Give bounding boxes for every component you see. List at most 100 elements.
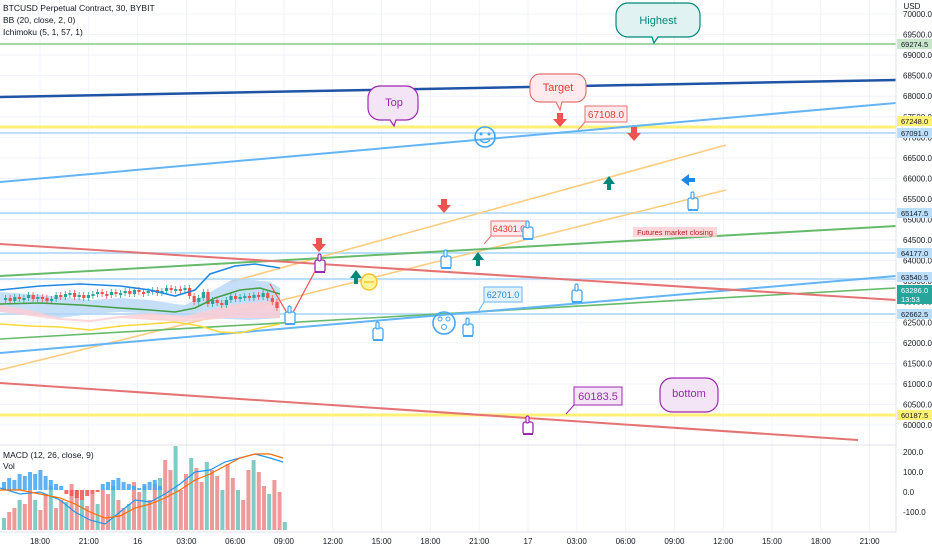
- volume-bar: [126, 504, 131, 530]
- candle: [224, 300, 228, 305]
- thumbs-up-icon[interactable]: [687, 191, 699, 211]
- thumbs-down-icon[interactable]: [522, 415, 534, 435]
- candle: [119, 293, 123, 295]
- thumbs-up-icon[interactable]: [462, 317, 474, 337]
- candle: [243, 296, 247, 298]
- candle: [100, 292, 104, 294]
- candlesticks[interactable]: [4, 285, 279, 311]
- price-tick-label: 69000.0: [903, 51, 932, 60]
- price-tick-label: 66000.0: [903, 174, 932, 183]
- volume-bar: [2, 518, 6, 530]
- thumbs-up-icon[interactable]: [372, 321, 384, 341]
- thumbs-up-icon[interactable]: [571, 283, 583, 303]
- volume-bar: [262, 486, 266, 530]
- candle: [229, 296, 233, 300]
- macd-hist-bar: [90, 490, 95, 494]
- macd-hist-bar: [111, 480, 116, 490]
- label-62701-text: 62701.0: [487, 290, 520, 300]
- volume-bar: [215, 476, 220, 530]
- volume-bar: [194, 468, 199, 530]
- candle: [105, 294, 109, 296]
- macd-hist-bar: [33, 474, 38, 490]
- label-60183-text: 60183.5: [578, 391, 618, 403]
- candle: [8, 298, 12, 301]
- volume-bar: [90, 494, 95, 530]
- volume-bar: [277, 492, 282, 530]
- macd-hist-bar: [106, 482, 110, 490]
- callout-bottom[interactable]: bottom: [659, 377, 719, 413]
- price-tick-label: 60500.0: [903, 400, 932, 409]
- volume-bar: [43, 494, 48, 530]
- label-64301-text: 64301.0: [493, 224, 526, 234]
- label-67108-text: 67108.0: [588, 110, 625, 121]
- volume-bar: [147, 500, 152, 530]
- dark-blue-trendline: [0, 78, 897, 99]
- candle: [275, 302, 279, 308]
- macd-legend[interactable]: MACD (12, 26, close, 9): [3, 450, 94, 460]
- candle: [220, 303, 224, 305]
- price-tick-label: 64000.0: [903, 257, 932, 266]
- candle: [82, 295, 86, 298]
- label-60183[interactable]: 60183.5: [565, 386, 623, 415]
- volume-bar: [272, 480, 277, 530]
- futures-closing-note[interactable]: Futures market closing: [633, 227, 717, 237]
- candle: [132, 290, 136, 294]
- macd-hist-bar: [142, 484, 147, 490]
- vol-legend[interactable]: Vol: [3, 461, 15, 471]
- thumbs-up-icon[interactable]: [284, 305, 296, 325]
- ichimoku-legend[interactable]: Ichimoku (5, 1, 57, 1): [3, 27, 83, 37]
- macd-hist-bar: [95, 490, 100, 492]
- macd-hist-bar: [64, 490, 69, 494]
- callout-top[interactable]: Top: [367, 85, 419, 128]
- volume-bar: [38, 510, 43, 530]
- macd-hist-bar: [48, 480, 53, 490]
- ichimoku-cloud: [0, 278, 280, 322]
- label-62701[interactable]: 62701.0: [477, 286, 523, 313]
- macd-tick-label: 200.0: [903, 448, 924, 457]
- blue-lower-trendline: [0, 275, 897, 354]
- candle: [165, 288, 169, 291]
- level-lines: [0, 43, 896, 417]
- candle: [59, 295, 63, 297]
- candle: [234, 296, 238, 299]
- price-tick-label: 69500.0: [903, 31, 932, 40]
- arrow-up-icon: [350, 270, 362, 284]
- thumbs-down-icon[interactable]: [314, 253, 326, 273]
- volume-bar: [22, 504, 27, 530]
- label-67108[interactable]: 67108.0: [577, 105, 628, 131]
- candle: [4, 298, 8, 300]
- time-axis[interactable]: 18:00 21:00 16 03:00 06:00 09:00 12:00 15:00 18:…: [0, 531, 932, 550]
- macd-hist-bar: [126, 484, 131, 490]
- macd-hist-bar: [85, 490, 90, 496]
- symbol-legend[interactable]: BTCUSD Perpetual Contract, 30, BYBIT: [3, 3, 155, 13]
- candle: [50, 299, 54, 301]
- callout-highest[interactable]: Highest: [615, 2, 701, 45]
- candle: [257, 295, 261, 297]
- price-tag-label: 69274.5: [901, 40, 928, 49]
- volume-bar: [199, 482, 204, 530]
- volume-bar: [116, 500, 121, 530]
- candle: [68, 293, 72, 295]
- macd-hist-bar: [147, 482, 152, 490]
- candle: [77, 295, 81, 297]
- arrow-markers[interactable]: [312, 113, 695, 284]
- thumbs-down-icon[interactable]: [440, 249, 452, 269]
- dizzy-face-icon: [432, 311, 456, 335]
- callout-target[interactable]: Target: [529, 73, 587, 112]
- emoji-markers[interactable]: [360, 126, 496, 335]
- bb-legend[interactable]: BB (20, close, 2, 0): [3, 15, 76, 25]
- candle: [36, 297, 40, 299]
- arrow-down-icon: [437, 199, 451, 213]
- volume-bar: [246, 470, 251, 530]
- hand-markers[interactable]: [284, 191, 699, 435]
- volume-bar: [7, 512, 12, 530]
- time-tick-label: 12:00: [323, 537, 344, 546]
- macd-hist-bar: [43, 476, 48, 490]
- thumbs-up-icon[interactable]: [522, 220, 534, 240]
- callout-target-label: Target: [543, 82, 574, 94]
- macd-hist-bar: [74, 490, 79, 498]
- volume-bar: [267, 494, 272, 530]
- green-upper-trendline: [0, 225, 897, 277]
- candle: [192, 296, 196, 302]
